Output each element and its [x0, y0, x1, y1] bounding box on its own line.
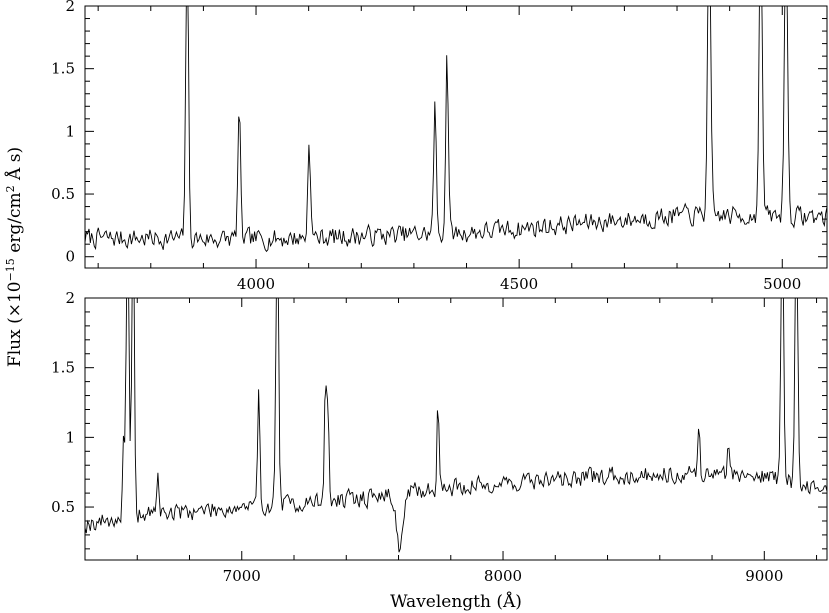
y-tick-label: 0.5: [51, 498, 75, 516]
x-tick-label: 4500: [500, 275, 538, 293]
x-tick-label: 4000: [237, 275, 275, 293]
spectrum-line-0: [85, 6, 827, 253]
panel-red: 7000 8000 9000 0.5 1 1.5 2: [51, 289, 828, 585]
y-axis-label-main: Flux (×10: [5, 281, 25, 367]
plot-frame: [84, 297, 828, 561]
y-tick-label: 0: [65, 248, 75, 266]
x-axis-label: Wavelength (Å): [390, 591, 522, 612]
x-tick-label: 8000: [484, 567, 522, 585]
y-tick-label: 2: [65, 289, 75, 307]
x-tick-label: 5000: [763, 275, 801, 293]
x-tick-label: 9000: [745, 567, 783, 585]
y-axis-label: Flux (×10−15 erg/cm2 Å s): [4, 147, 25, 367]
y-axis-label-exp: −15: [4, 258, 17, 281]
y-tick-label: 1.5: [51, 359, 75, 377]
plot-frame: [84, 5, 828, 269]
y-tick-label: 2: [65, 0, 75, 15]
y-axis-label-tail: Å s): [4, 147, 25, 185]
x-tick-label: 7000: [223, 567, 261, 585]
y-axis-label-exp2: 2: [4, 185, 17, 192]
y-tick-label: 1: [65, 122, 75, 140]
y-tick-label: 0.5: [51, 185, 75, 203]
y-axis-label-mid: erg/cm: [5, 192, 25, 258]
panel-blue: 4000 4500 5000 0 0.5 1 1.5 2: [51, 0, 828, 293]
spectrum-line-1: [85, 298, 827, 553]
y-tick-label: 1: [65, 428, 75, 446]
y-tick-label: 1.5: [51, 60, 75, 78]
